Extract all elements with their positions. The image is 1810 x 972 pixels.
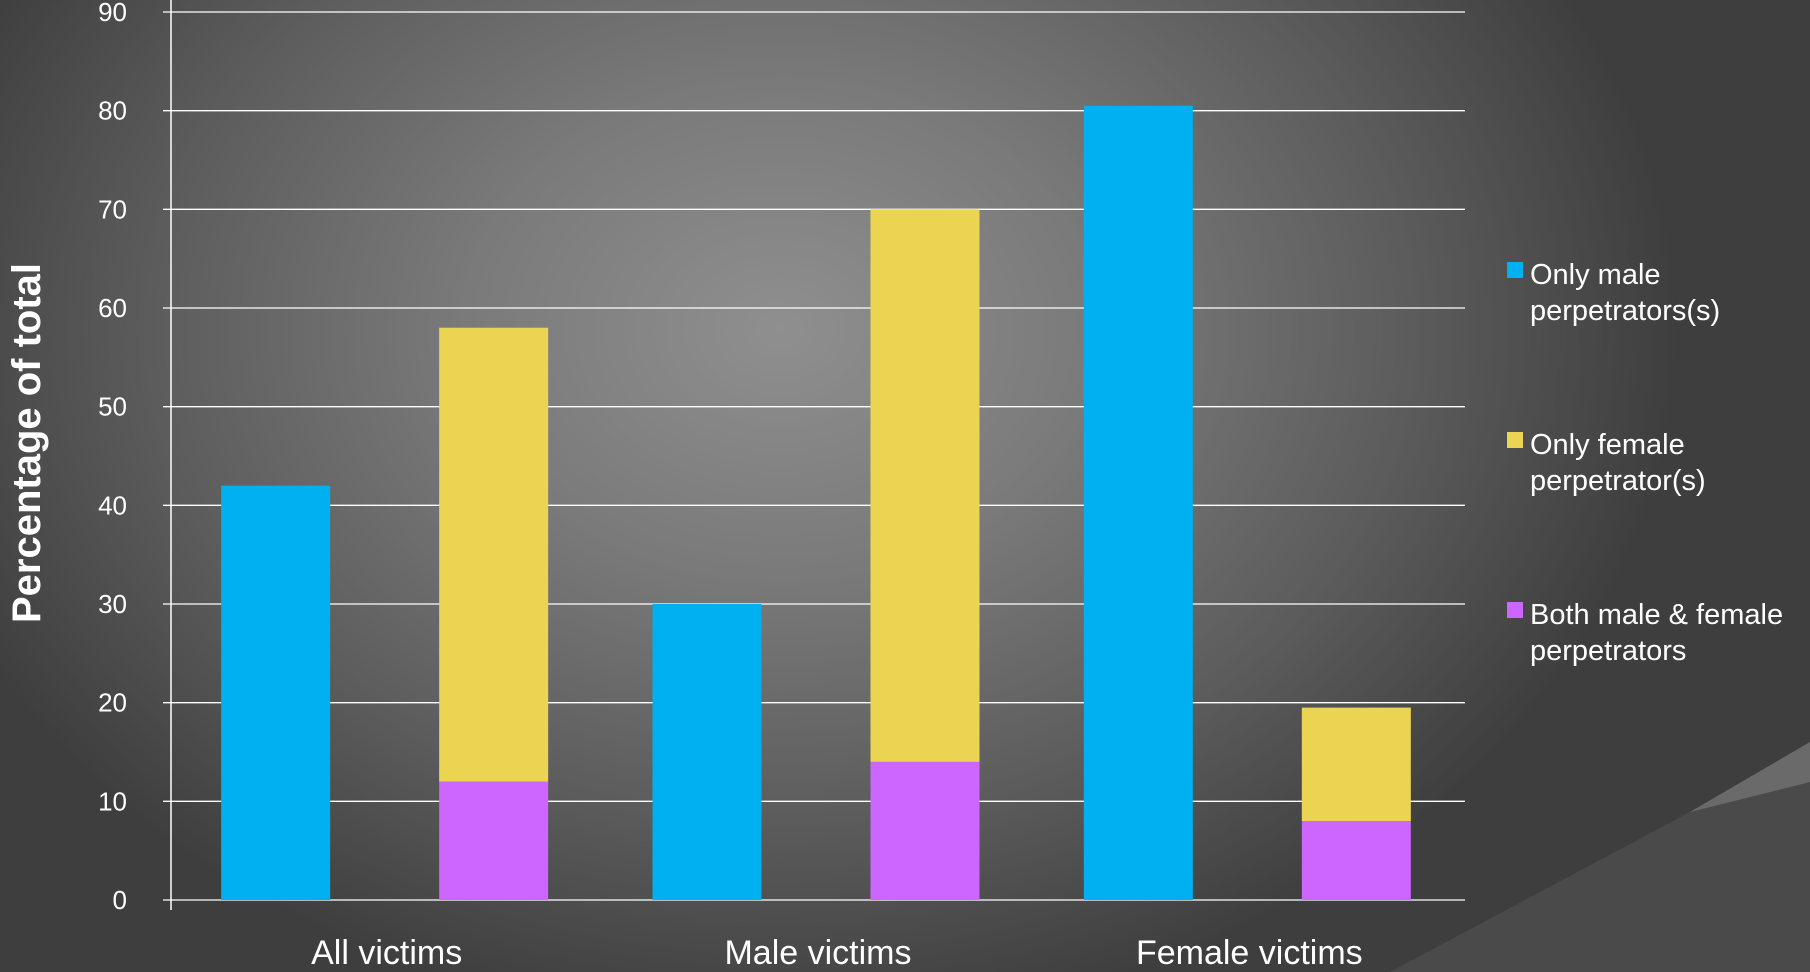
- y-tick-label: 0: [113, 885, 127, 915]
- bar-other-segment: [871, 209, 980, 762]
- y-tick-label: 30: [98, 589, 127, 619]
- bar-male-segment: [1084, 106, 1193, 900]
- legend-swatch: [1507, 262, 1523, 278]
- legend-label: Only female: [1530, 429, 1685, 461]
- y-tick-label: 20: [98, 688, 127, 718]
- category-labels: All victims Male victims Female victims: [311, 934, 1363, 972]
- y-tick-label: 60: [98, 293, 127, 323]
- bar-other-segment: [439, 328, 548, 782]
- legend-label: perpetrator(s): [1530, 465, 1706, 497]
- x-category-label: Male victims: [724, 934, 911, 972]
- legend-label: Both male & female: [1530, 599, 1783, 631]
- legend-label: perpetrators(s): [1530, 295, 1720, 327]
- bars: [221, 106, 1411, 900]
- x-category-label: All victims: [311, 934, 462, 972]
- bar-other-segment: [439, 782, 548, 900]
- y-axis: 0 10 20 30 40 50 60 70 80 90: [98, 0, 171, 915]
- bar-other-segment: [1302, 708, 1411, 821]
- y-tick-label: 50: [98, 392, 127, 422]
- gridlines: [163, 12, 1465, 900]
- bar-male-segment: [653, 604, 762, 900]
- legend-swatch: [1507, 602, 1523, 618]
- y-tick-label: 90: [98, 0, 127, 27]
- y-tick-label: 80: [98, 96, 127, 126]
- bar-other-segment: [1302, 821, 1411, 900]
- y-tick-label: 10: [98, 786, 127, 816]
- bar-male-segment: [221, 486, 330, 900]
- x-category-label: Female victims: [1136, 934, 1363, 972]
- legend: Only male perpetrators(s) Only female perpe…: [1507, 259, 1783, 667]
- legend-label: perpetrators: [1530, 635, 1686, 667]
- legend-label: Only male: [1530, 259, 1661, 291]
- bar-other-segment: [871, 762, 980, 900]
- y-tick-label: 70: [98, 194, 127, 224]
- legend-swatch: [1507, 432, 1523, 448]
- y-tick-label: 40: [98, 490, 127, 520]
- y-axis-title: Percentage of total: [5, 263, 49, 623]
